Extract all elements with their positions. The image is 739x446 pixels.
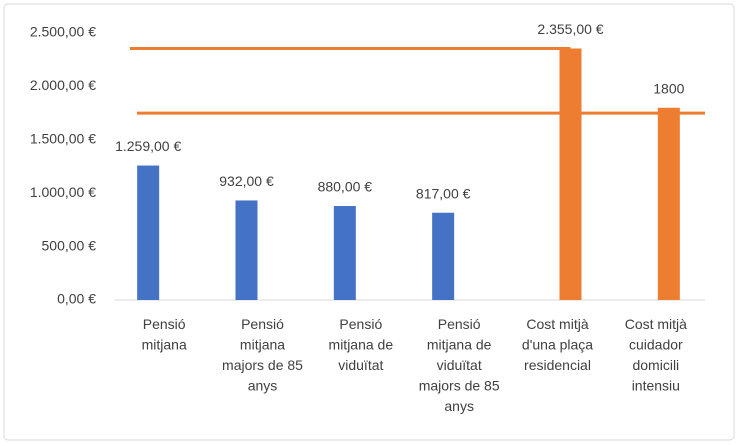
x-tick-label: Cost mitjà cuidador domicili intensiu <box>625 316 687 394</box>
y-tick-label: 0,00 € <box>57 291 96 307</box>
x-tick-label: Cost mitjà d'una plaça residencial <box>522 316 593 373</box>
x-tick-label: Pensió mitjana <box>142 316 187 353</box>
bar <box>235 200 258 300</box>
y-tick-label: 500,00 € <box>42 237 97 253</box>
y-tick-label: 1.000,00 € <box>30 184 96 200</box>
bar <box>657 107 680 300</box>
data-label: 880,00 € <box>318 179 373 195</box>
x-tick-label: Pensió mitjana majors de 85 anys <box>222 316 303 394</box>
bar <box>432 212 455 300</box>
x-tick-label: Pensió mitjana de viduïtat majors de 85 anys <box>419 316 500 414</box>
x-tick-label: Pensió mitjana de viduïtat <box>329 316 394 373</box>
bar <box>333 206 356 300</box>
data-label: 817,00 € <box>416 185 471 201</box>
bar <box>559 48 582 301</box>
chart-frame <box>3 3 735 441</box>
bar <box>137 165 160 300</box>
y-tick-label: 1.500,00 € <box>30 131 96 147</box>
data-label: 932,00 € <box>219 173 274 189</box>
y-tick-label: 2.000,00 € <box>30 77 96 93</box>
data-label: 1800 <box>653 80 684 96</box>
data-label: 1.259,00 € <box>115 138 181 154</box>
y-tick-label: 2.500,00 € <box>30 24 96 40</box>
data-label: 2.355,00 € <box>537 21 603 37</box>
